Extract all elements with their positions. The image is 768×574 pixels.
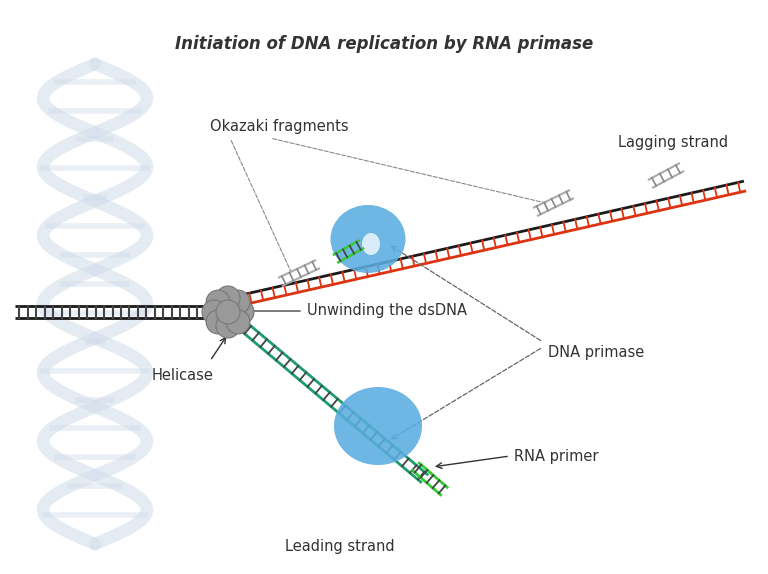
Text: Unwinding the dsDNA: Unwinding the dsDNA xyxy=(307,304,467,319)
Text: RNA primer: RNA primer xyxy=(514,449,598,464)
Circle shape xyxy=(226,310,250,334)
Text: Okazaki fragments: Okazaki fragments xyxy=(210,118,349,134)
Circle shape xyxy=(206,310,230,334)
Circle shape xyxy=(202,300,226,324)
Text: Lagging strand: Lagging strand xyxy=(618,134,728,149)
Text: Leading strand: Leading strand xyxy=(285,538,395,553)
Circle shape xyxy=(216,286,240,310)
Circle shape xyxy=(226,290,250,314)
Text: Initiation of DNA replication by RNA primase: Initiation of DNA replication by RNA pri… xyxy=(175,35,593,53)
Ellipse shape xyxy=(362,233,380,255)
Circle shape xyxy=(206,290,230,314)
Text: DNA primase: DNA primase xyxy=(548,344,644,359)
Ellipse shape xyxy=(334,387,422,465)
Circle shape xyxy=(230,300,254,324)
Text: Helicase: Helicase xyxy=(152,369,214,383)
Circle shape xyxy=(216,300,240,324)
Ellipse shape xyxy=(330,205,406,273)
Circle shape xyxy=(216,314,240,338)
